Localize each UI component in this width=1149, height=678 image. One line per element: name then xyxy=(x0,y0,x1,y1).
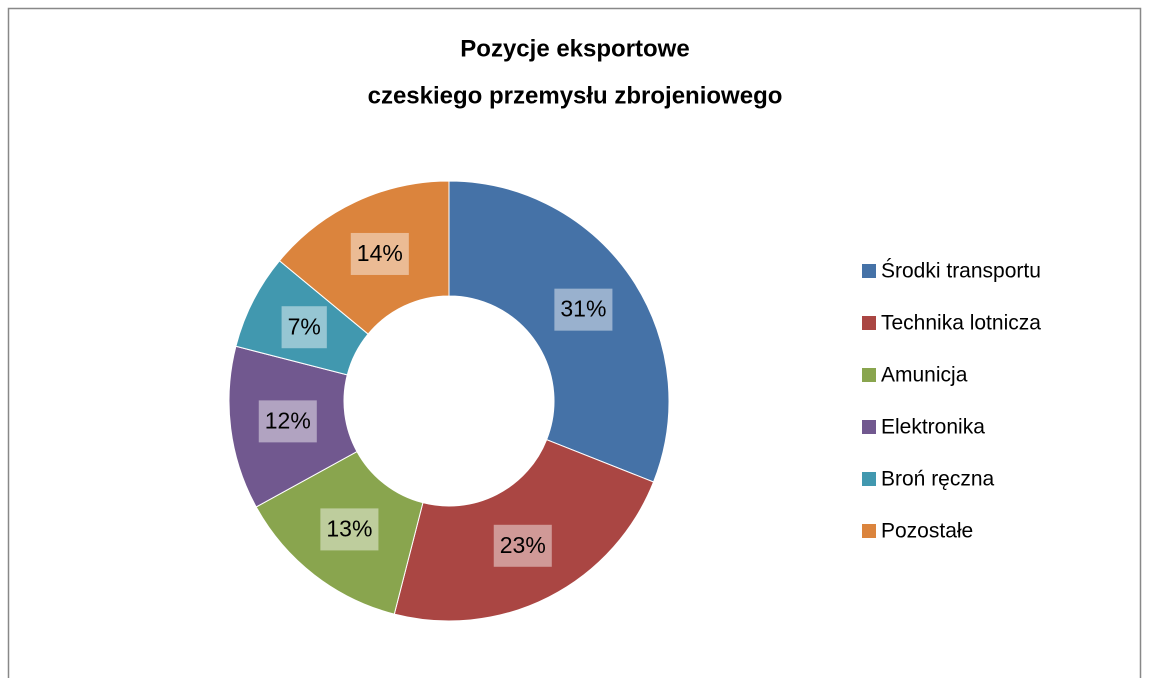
data-label-box xyxy=(281,306,327,349)
legend-label: Pozostałe xyxy=(881,520,973,543)
data-label: 13% xyxy=(326,515,372,541)
legend-label: Elektronika xyxy=(881,416,985,439)
legend-swatch xyxy=(862,524,876,538)
legend-swatch xyxy=(862,472,876,486)
data-label: 12% xyxy=(265,407,311,433)
legend-label: Broń ręczna xyxy=(881,468,995,491)
data-label-box xyxy=(554,288,613,331)
data-label-box xyxy=(493,524,552,567)
data-label-box xyxy=(320,508,379,551)
legend-swatch xyxy=(862,264,876,278)
legend-label: Środki transportu xyxy=(881,259,1041,283)
legend-swatch xyxy=(862,368,876,382)
chart-title: Pozycje eksportowe xyxy=(460,35,689,62)
donut-slice xyxy=(393,439,655,622)
data-label: 7% xyxy=(288,313,321,339)
donut-slice xyxy=(448,180,670,483)
data-label: 23% xyxy=(500,532,546,558)
chart-frame xyxy=(7,7,1142,678)
legend-label: Technika lotnicza xyxy=(881,312,1041,335)
chart-title: czeskiego przemysłu zbrojeniowego xyxy=(368,82,783,109)
legend-label: Amunicja xyxy=(881,364,968,387)
donut-slice xyxy=(278,180,450,335)
data-label-box xyxy=(350,232,409,275)
legend-swatch xyxy=(862,316,876,330)
data-label-box xyxy=(258,400,317,443)
data-label: 14% xyxy=(357,240,403,266)
data-label: 31% xyxy=(560,296,606,322)
legend-swatch xyxy=(862,420,876,434)
